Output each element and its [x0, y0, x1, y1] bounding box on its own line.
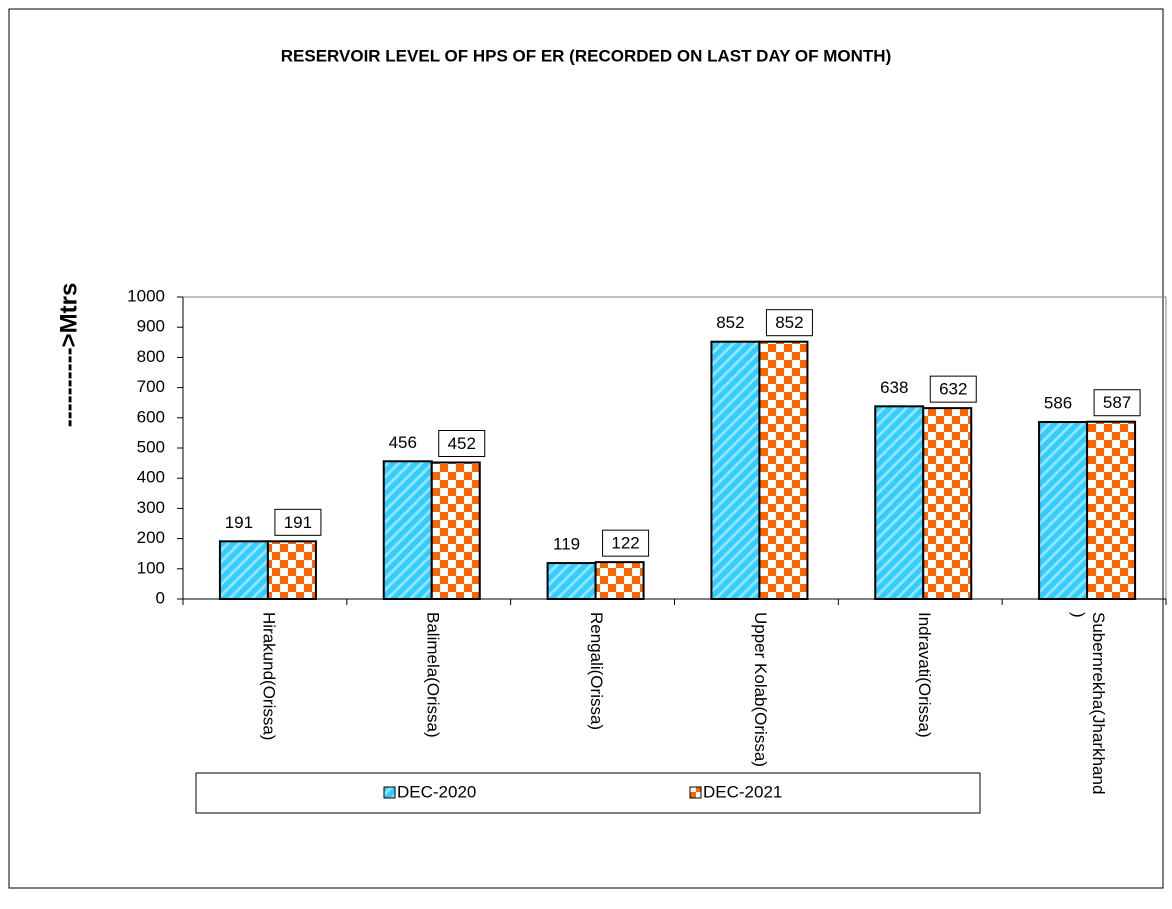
y-tick-label: 800	[137, 347, 165, 366]
y-tick-label: 500	[137, 437, 165, 456]
legend-box	[195, 772, 981, 814]
data-label-box	[438, 429, 486, 457]
y-axis-title: ---------->Mtrs	[55, 283, 82, 428]
y-tick-label: 200	[137, 528, 165, 547]
legend-label: DEC-2020	[397, 782, 476, 801]
data-label: 191	[225, 513, 253, 532]
y-tick-label: 700	[137, 377, 165, 396]
bar	[594, 561, 645, 601]
x-tick-label: Hirakund(Orissa)	[259, 612, 278, 740]
bar	[218, 540, 269, 600]
data-label-box	[602, 529, 650, 557]
data-label-box	[765, 309, 813, 337]
y-tick-label: 1000	[127, 286, 165, 305]
data-label: 852	[716, 313, 744, 332]
bar	[1086, 420, 1137, 601]
data-label: 456	[389, 433, 417, 452]
x-tick-label: Subernrekha(Jharkhand)	[1069, 612, 1108, 794]
data-label: 852	[775, 313, 803, 332]
bar	[546, 562, 597, 601]
y-tick-label: 0	[156, 588, 165, 607]
bar	[266, 540, 317, 600]
bar	[1038, 421, 1089, 601]
data-label: 119	[553, 535, 580, 554]
legend-swatch	[689, 786, 702, 799]
data-label: 122	[611, 534, 639, 553]
data-label: 638	[880, 378, 908, 397]
bar	[922, 407, 973, 600]
y-tick-label: 400	[137, 468, 165, 487]
chart-title: RESERVOIR LEVEL OF HPS OF ER (RECORDED O…	[281, 46, 892, 65]
y-tick-label: 900	[137, 317, 165, 336]
y-tick-label: 300	[137, 498, 165, 517]
y-tick-label: 100	[137, 558, 165, 577]
y-tick-label: 600	[137, 407, 165, 426]
bar	[874, 405, 925, 600]
x-tick-label: Rengali(Orissa)	[587, 612, 606, 730]
x-tick-label: Upper Kolab(Orissa)	[751, 612, 770, 767]
data-label: 632	[939, 380, 967, 399]
data-label: 586	[1044, 394, 1072, 413]
bar	[758, 340, 809, 600]
bar	[382, 460, 433, 600]
legend-label: DEC-2021	[703, 782, 782, 801]
data-label: 452	[448, 434, 476, 453]
data-label-box	[274, 508, 322, 536]
bar	[710, 340, 761, 600]
bar	[430, 461, 481, 600]
x-tick-label: Indravati(Orissa)	[915, 612, 934, 738]
data-label: 587	[1103, 393, 1131, 412]
data-label-box	[929, 375, 977, 403]
data-label: 191	[284, 513, 312, 532]
legend-swatch	[383, 786, 396, 799]
data-label-box	[1093, 389, 1141, 417]
x-tick-label: Balimela(Orissa)	[423, 612, 442, 738]
